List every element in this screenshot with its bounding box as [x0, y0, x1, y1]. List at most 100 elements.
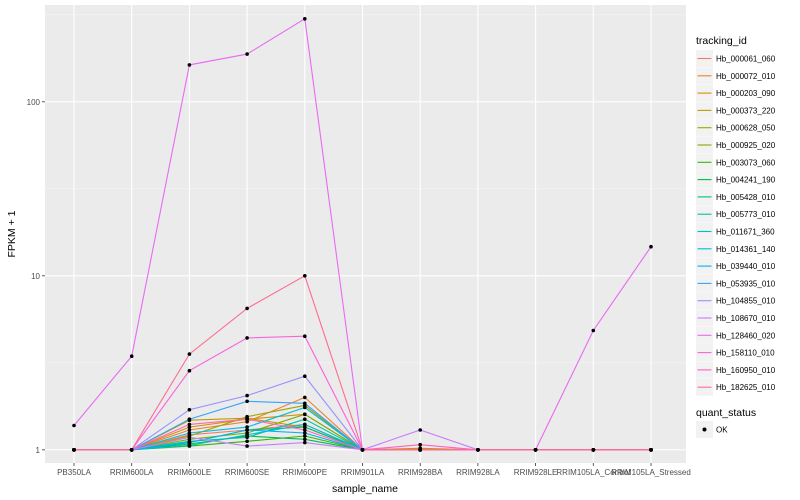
data-point: [245, 419, 249, 424]
x-tick-label: RRIM901LA: [341, 468, 385, 477]
y-tick-label: 10: [31, 272, 40, 281]
data-point: [187, 407, 192, 412]
data-point: [303, 434, 307, 438]
legend-label: Hb_000925_020: [716, 141, 776, 150]
legend-label: Hb_004241_190: [716, 176, 776, 185]
data-point: [303, 431, 307, 435]
x-tick-label: RRIM600SE: [225, 468, 269, 477]
data-point: [245, 435, 249, 440]
data-point: [303, 274, 307, 278]
data-point: [303, 437, 307, 442]
y-axis: 1 10 100: [27, 98, 45, 455]
data-point: [245, 428, 249, 432]
legend-label: Hb_005773_010: [716, 210, 776, 219]
x-axis: PB350LA RRIM600LA RRIM600LE RRIM600SE RRIM60…: [57, 463, 691, 477]
x-tick-label: RRIM928LE: [514, 468, 558, 477]
legend-label: Hb_158110_010: [716, 349, 775, 358]
plot-panel: [45, 5, 686, 463]
shape-legend-label: OK: [716, 426, 728, 435]
data-point: [303, 374, 307, 379]
data-point: [476, 448, 480, 452]
data-point: [187, 428, 192, 432]
data-point: [245, 52, 249, 56]
legend-label: Hb_128460_020: [716, 331, 776, 340]
data-point: [591, 328, 596, 333]
data-point: [649, 448, 653, 452]
legend-label: Hb_005428_010: [716, 193, 776, 202]
y-tick-label: 100: [27, 98, 41, 107]
x-tick-label: RRIM600LE: [168, 468, 212, 477]
shape-legend-point: [702, 427, 707, 432]
data-point: [303, 425, 307, 429]
data-point: [245, 306, 249, 311]
x-tick-label: RRIM928BA: [398, 468, 443, 477]
grid-layer: [45, 5, 686, 463]
x-tick-label: RRIM928LA: [456, 468, 500, 477]
data-point: [187, 440, 192, 445]
data-point: [187, 443, 192, 448]
data-point: [245, 439, 249, 444]
data-point: [303, 428, 307, 432]
data-point: [303, 334, 307, 339]
data-point: [245, 433, 249, 437]
data-point: [303, 422, 307, 427]
legend-label: Hb_053935_010: [716, 279, 776, 288]
data-point: [245, 414, 249, 419]
legend-label: Hb_000373_220: [716, 106, 776, 115]
legend-title: tracking_id: [696, 35, 747, 47]
y-axis-title: FPKM + 1: [6, 210, 18, 257]
data-point: [303, 395, 307, 400]
data-point: [303, 412, 307, 417]
legend-label: Hb_182625_010: [716, 383, 776, 392]
data-point: [418, 442, 423, 447]
legend-label: Hb_000203_090: [716, 89, 776, 98]
legend-label: Hb_011671_360: [716, 228, 775, 237]
data-point: [649, 244, 653, 249]
data-point: [591, 448, 596, 452]
legend-label: Hb_000061_060: [716, 55, 776, 64]
legend-label: Hb_014361_140: [716, 245, 776, 254]
legend-label: Hb_108670_010: [716, 314, 776, 323]
data-point: [533, 448, 538, 452]
legend: tracking_id Hb_000061_060Hb_000072_010Hb…: [696, 35, 776, 438]
legend-label: Hb_000628_050: [716, 124, 776, 133]
legend-label: Hb_104855_010: [716, 297, 776, 306]
data-point: [245, 444, 249, 448]
data-point: [187, 352, 192, 356]
data-point: [129, 354, 134, 359]
data-point: [129, 448, 134, 452]
data-point: [187, 417, 192, 422]
data-point: [303, 17, 307, 21]
data-point: [245, 336, 249, 340]
data-point: [187, 431, 192, 435]
x-tick-label: PB350LA: [57, 468, 91, 477]
data-point: [360, 448, 365, 452]
data-point: [72, 448, 76, 452]
x-tick-label: RRIM105LA_Stressed: [611, 468, 691, 477]
legend-label: Hb_039440_010: [716, 262, 776, 271]
data-point: [72, 423, 76, 428]
legend-label: Hb_160950_010: [716, 366, 776, 375]
legend-items: Hb_000061_060 Hb_000072_010 Hb_000203_090 H…: [696, 50, 776, 396]
data-point: [187, 368, 192, 373]
data-point: [418, 428, 423, 432]
legend-label: Hb_003073_060: [716, 158, 776, 167]
shape-legend-title: quant_status: [696, 407, 756, 419]
data-point: [303, 401, 307, 406]
y-tick-label: 1: [36, 446, 41, 455]
data-point: [245, 399, 249, 404]
x-tick-label: RRIM600PE: [283, 468, 327, 477]
data-point: [187, 422, 192, 427]
data-point: [303, 417, 307, 422]
data-point: [245, 425, 249, 429]
data-point: [303, 405, 307, 410]
data-point: [303, 440, 307, 445]
x-tick-label: RRIM600LA: [110, 468, 154, 477]
x-tick-label: RRIM105LA_Control: [556, 468, 630, 477]
data-points: [72, 17, 653, 452]
data-point: [245, 417, 249, 422]
data-point: [187, 435, 192, 440]
data-point: [418, 448, 423, 452]
data-point: [187, 425, 192, 429]
